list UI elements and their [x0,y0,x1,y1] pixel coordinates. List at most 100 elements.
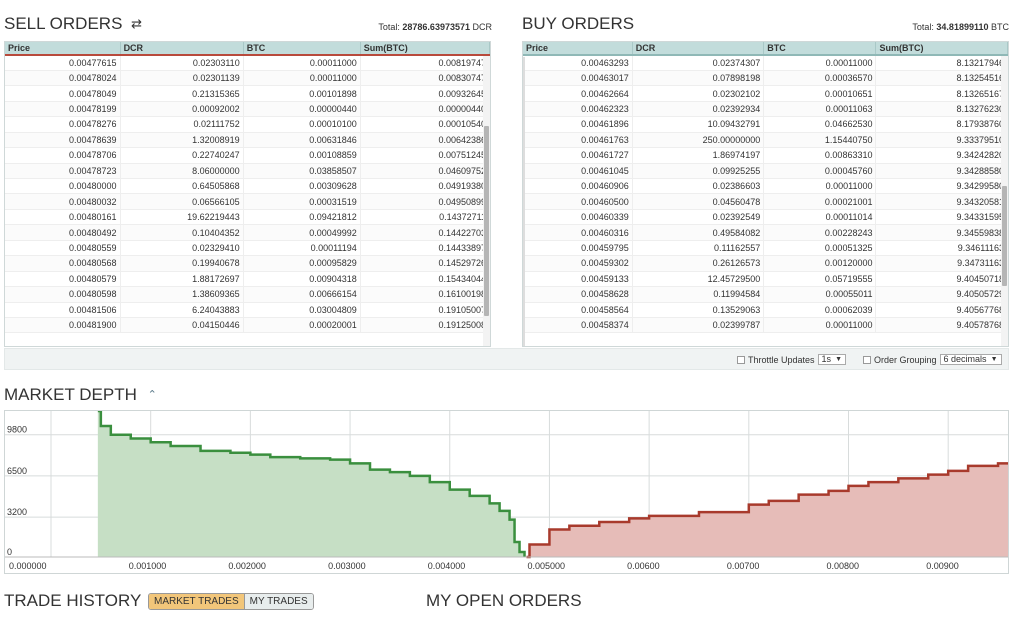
buy-order-row[interactable]: 0.00459795 0.11162557 0.00051325 9.34611163 [523,240,1008,257]
sell-order-cell: 1.38609365 [120,286,244,303]
buy-order-cell: 0.00055011 [763,286,877,303]
order-grouping-control[interactable]: Order Grouping 6 decimals ▼ [863,354,1002,365]
buy-order-cell: 12.45729500 [632,271,765,288]
buy-column-header[interactable]: Price [523,42,633,56]
sell-order-row[interactable]: 0.00478276 0.02111752 0.00010100 0.00010540 [5,116,490,133]
buy-order-row[interactable]: 0.00458374 0.02399787 0.00011000 9.40578768 [523,317,1008,334]
sell-order-row[interactable]: 0.00480000 0.64505868 0.00309628 0.04919380 [5,178,490,195]
throttle-updates-checkbox[interactable] [737,355,745,364]
buy-order-cell: 0.00459133 [523,271,633,288]
swap-icon[interactable]: ⇄ [131,16,143,31]
buy-order-cell: 9.40450718 [875,271,1008,288]
sell-order-row[interactable]: 0.00480492 0.10404352 0.00049992 0.14422703 [5,224,490,241]
sell-order-row[interactable]: 0.00480032 0.06566105 0.00031519 0.04950899 [5,193,490,210]
buy-order-row[interactable]: 0.00459133 12.45729500 0.05719555 9.4045071… [523,271,1008,288]
order-grouping-checkbox[interactable] [863,355,871,364]
sell-order-row[interactable]: 0.00480559 0.02329410 0.00011194 0.14433897 [5,240,490,257]
x-tick-label: 0.00600 [627,561,660,571]
buy-order-cell: 0.02302102 [632,85,765,102]
buy-order-row[interactable]: 0.00461727 1.86974197 0.00863310 9.34242820 [523,147,1008,164]
sell-order-cell: 0.00830747 [360,70,490,87]
buy-order-cell: 0.00460500 [523,193,633,210]
buy-order-row[interactable]: 0.00459302 0.26126573 0.00120000 9.34731163 [523,255,1008,272]
buy-order-row[interactable]: 0.00463017 0.07898198 0.00036570 8.13254516 [523,70,1008,87]
buy-order-row[interactable]: 0.00458564 0.13529063 0.00062039 9.40567768 [523,302,1008,318]
tab-market-trades[interactable]: MARKET TRADES [149,594,245,609]
buy-order-row[interactable]: 0.00461896 10.09432791 0.04662530 8.1793876… [523,116,1008,133]
sell-order-row[interactable]: 0.00481900 0.04150446 0.00020001 0.19125008 [5,317,490,334]
tab-my-trades[interactable]: MY TRADES [244,594,313,609]
sell-order-cell: 0.16100198 [360,286,490,303]
sell-order-cell: 0.00095829 [243,255,361,272]
sell-order-cell: 0.00481506 [5,302,121,318]
buy-total-unit: BTC [991,22,1009,32]
sell-order-row[interactable]: 0.00478024 0.02301139 0.00011000 0.00830747 [5,70,490,87]
buy-order-row[interactable]: 0.00460339 0.02392549 0.00011014 9.34331595 [523,209,1008,226]
buy-column-header[interactable]: DCR [632,42,765,56]
buy-order-row[interactable]: 0.00460906 0.02386603 0.00011000 9.34299580 [523,178,1008,195]
order-grouping-select[interactable]: 6 decimals ▼ [939,354,1002,365]
sell-order-cell: 6.24043883 [120,302,244,318]
sell-order-row[interactable]: 0.00480579 1.88172697 0.00904318 0.15434044 [5,271,490,288]
sell-order-row[interactable]: 0.00477615 0.02303110 0.00011000 0.00819747 [5,55,490,71]
sell-order-cell: 0.00011000 [243,70,361,87]
buy-order-cell: 9.34299580 [875,178,1008,195]
sell-order-cell: 0.00481900 [5,317,121,334]
sell-scrollbar-thumb[interactable] [484,126,489,316]
sell-column-header[interactable]: Price [5,42,121,56]
buy-scrollbar[interactable] [1001,56,1008,346]
sell-order-cell: 0.00932645 [360,85,490,102]
trade-history-tabs: MARKET TRADES MY TRADES [148,593,314,610]
sell-scrollbar[interactable] [483,56,490,346]
sell-total-label: Total: [378,22,400,32]
buy-orders-table: Price DCR BTC Sum(BTC) 0.00463293 0.02374307… [522,41,1009,347]
sell-column-header[interactable]: DCR [120,42,244,56]
sell-orders-title: SELL ORDERS ⇄ [4,14,142,34]
sell-order-row[interactable]: 0.00478199 0.00092002 0.00000440 0.00000440 [5,101,490,118]
sell-orders-title-text: SELL ORDERS [4,14,123,33]
buy-order-row[interactable]: 0.00460316 0.49584082 0.00228243 9.34559838 [523,224,1008,241]
buy-order-row[interactable]: 0.00463293 0.02374307 0.00011000 8.13217946 [523,55,1008,71]
buy-order-cell: 0.00120000 [763,255,877,272]
buy-order-row[interactable]: 0.00462664 0.02302102 0.00010651 8.13265167 [523,85,1008,102]
sell-order-cell: 0.00049992 [243,224,361,241]
buy-order-cell: 0.04662530 [763,116,877,133]
sell-order-row[interactable]: 0.00478706 0.22740247 0.00108859 0.00751245 [5,147,490,164]
chevron-up-icon[interactable]: ⌃ [147,389,157,401]
sell-order-cell: 0.21315365 [120,85,244,102]
buy-order-row[interactable]: 0.00461045 0.09925255 0.00045760 9.34288580 [523,163,1008,180]
sell-order-row[interactable]: 0.00478639 1.32008919 0.00631846 0.00642386 [5,132,490,149]
sell-column-header[interactable]: BTC [243,42,361,56]
sell-order-cell: 0.00478639 [5,132,121,149]
buy-scrollbar-thumb[interactable] [1002,186,1007,286]
sell-order-cell: 0.14422703 [360,224,490,241]
sell-order-cell: 0.00478723 [5,163,121,180]
buy-order-cell: 0.00460339 [523,209,633,226]
sell-order-row[interactable]: 0.00478049 0.21315365 0.00101898 0.00932645 [5,85,490,102]
buy-order-cell: 0.00228243 [763,224,877,241]
depth-area-0 [97,411,525,557]
buy-order-cell: 9.34242820 [875,147,1008,164]
buy-order-cell: 0.00458374 [523,317,633,334]
sell-order-cell: 0.00478024 [5,70,121,87]
buy-order-cell: 0.00461896 [523,116,633,133]
buy-column-header[interactable]: BTC [763,42,877,56]
buy-order-row[interactable]: 0.00458628 0.11994584 0.00055011 9.40505729 [523,286,1008,303]
buy-orders-title-text: BUY ORDERS [522,14,635,33]
throttle-updates-select[interactable]: 1s ▼ [817,354,846,365]
sell-order-row[interactable]: 0.00480161 19.62219443 0.09421812 0.1437271… [5,209,490,226]
sell-order-row[interactable]: 0.00480568 0.19940678 0.00095829 0.14529726 [5,255,490,272]
sell-column-header[interactable]: Sum(BTC) [360,42,490,56]
sell-order-row[interactable]: 0.00480598 1.38609365 0.00666154 0.16100198 [5,286,490,303]
buy-order-cell: 0.02392934 [632,101,765,118]
sell-order-row[interactable]: 0.00481506 6.24043883 0.03004809 0.19105007 [5,302,490,318]
sell-order-cell: 0.10404352 [120,224,244,241]
sell-order-row[interactable]: 0.00478723 8.06000000 0.03858507 0.04609752 [5,163,490,180]
buy-column-header[interactable]: Sum(BTC) [875,42,1008,56]
sell-order-cell: 0.02301139 [120,70,244,87]
buy-order-row[interactable]: 0.00460500 0.04560478 0.00021001 9.34320581 [523,193,1008,210]
buy-order-row[interactable]: 0.00462323 0.02392934 0.00011063 8.13276230 [523,101,1008,118]
buy-order-row[interactable]: 0.00461763 250.00000000 1.15440750 9.333795… [523,132,1008,149]
x-tick-label: 0.003000 [328,561,366,571]
throttle-updates-control[interactable]: Throttle Updates 1s ▼ [737,354,846,365]
